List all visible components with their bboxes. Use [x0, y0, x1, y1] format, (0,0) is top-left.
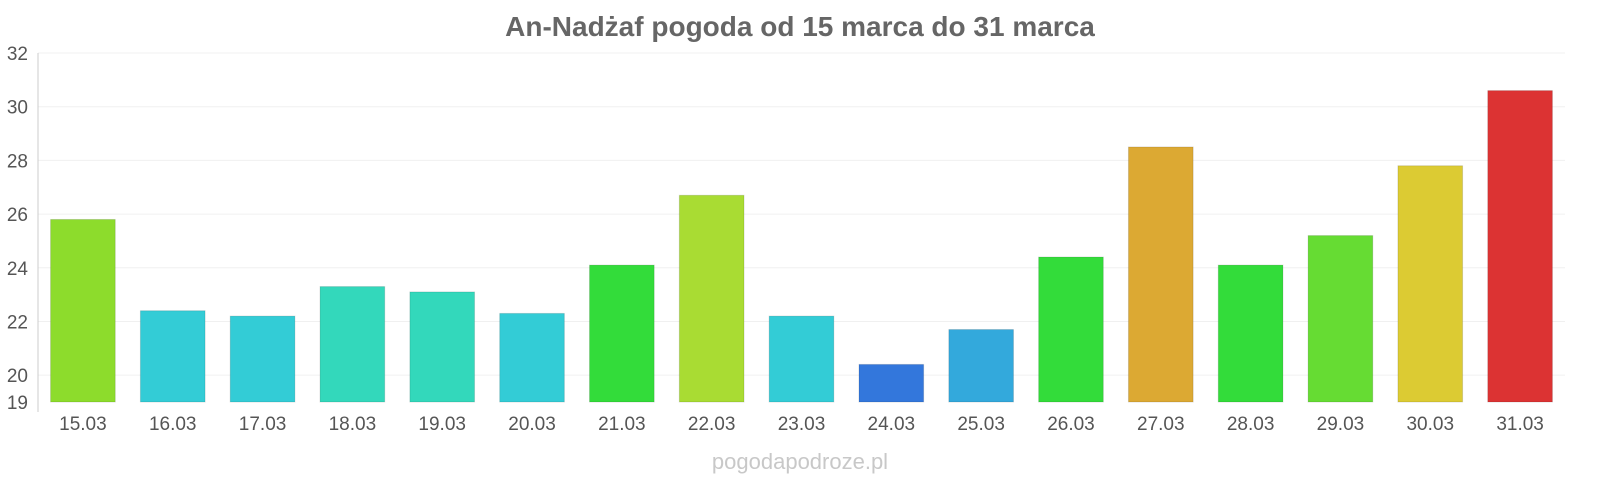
bar-27.03 [1127, 146, 1194, 403]
x-tick-label: 22.03 [688, 414, 736, 435]
x-tick-label: 24.03 [868, 414, 916, 435]
y-tick-label: 19 [7, 393, 28, 414]
x-tick-label: 18.03 [329, 414, 377, 435]
bar-16.03 [139, 310, 206, 403]
y-tick-label: 24 [7, 259, 29, 280]
bar-28.03 [1217, 264, 1284, 403]
y-tick-label: 26 [7, 205, 28, 226]
bar-21.03 [589, 264, 655, 403]
y-tick-label: 22 [7, 312, 28, 333]
x-tick-label: 19.03 [418, 414, 466, 435]
x-axis-labels: 15.03 16.03 17.03 18.03 19.03 20.03 21.03 22.03… [59, 414, 1544, 435]
bar-20.03 [499, 312, 565, 403]
bar-26.03 [1038, 256, 1104, 403]
bar-25.03 [948, 329, 1014, 403]
watermark: pogodapodroze.pl [712, 449, 888, 474]
x-tick-label: 26.03 [1047, 414, 1095, 435]
x-tick-label: 21.03 [598, 414, 646, 435]
y-tick-label: 28 [7, 151, 28, 172]
y-axis: 19 20 22 24 26 28 30 32 [7, 44, 39, 414]
y-tick-label: 32 [7, 44, 28, 65]
x-tick-label: 20.03 [508, 414, 556, 435]
x-tick-label: 31.03 [1496, 414, 1544, 435]
bar-22.03 [678, 194, 745, 403]
x-tick-label: 27.03 [1137, 414, 1185, 435]
y-tick-label: 30 [7, 98, 28, 119]
bar-30.03 [1397, 165, 1464, 403]
bar-24.03 [858, 363, 925, 403]
bar-17.03 [229, 315, 296, 403]
bars [50, 90, 1553, 403]
x-tick-label: 29.03 [1317, 414, 1365, 435]
bar-18.03 [319, 286, 386, 403]
x-tick-label: 30.03 [1406, 414, 1454, 435]
bar-31.03 [1487, 90, 1553, 403]
bar-19.03 [409, 291, 476, 403]
x-tick-label: 25.03 [957, 414, 1005, 435]
bar-29.03 [1307, 235, 1374, 403]
x-tick-label: 16.03 [149, 414, 197, 435]
x-tick-label: 17.03 [239, 414, 287, 435]
y-tick-label: 20 [7, 366, 28, 387]
x-tick-label: 15.03 [59, 414, 107, 435]
bar-15.03 [50, 218, 116, 403]
x-tick-label: 23.03 [778, 414, 826, 435]
chart-title: An-Nadżaf pogoda od 15 marca do 31 marca [505, 11, 1095, 42]
x-tick-label: 28.03 [1227, 414, 1275, 435]
bar-23.03 [768, 315, 835, 403]
